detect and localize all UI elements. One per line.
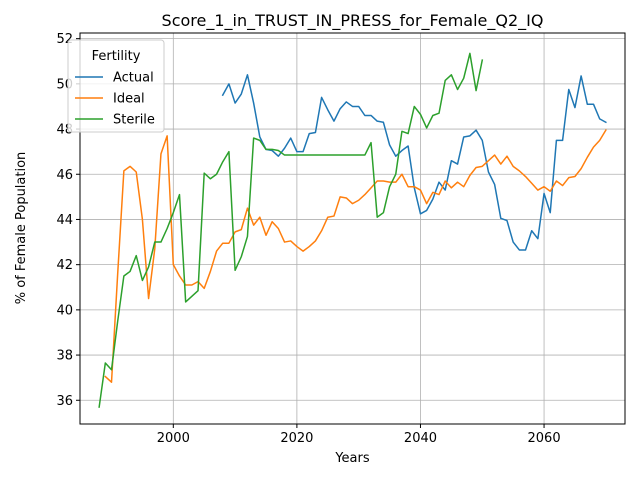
legend-label-ideal: Ideal bbox=[113, 92, 145, 107]
legend-title: Fertility bbox=[92, 49, 141, 64]
legend: Fertility Actual Ideal Sterile bbox=[67, 39, 165, 133]
y-tick-label: 46 bbox=[56, 168, 73, 183]
plot-frame bbox=[79, 32, 626, 425]
series-line-ideal bbox=[104, 129, 607, 383]
x-axis-label: Years bbox=[334, 451, 370, 466]
chart-title: Score_1_in_TRUST_IN_PRESS_for_Female_Q2_… bbox=[162, 11, 544, 31]
x-tick-label: 2000 bbox=[157, 431, 190, 446]
series-lines bbox=[98, 52, 607, 408]
series-line-sterile bbox=[98, 52, 484, 408]
legend-label-sterile: Sterile bbox=[113, 113, 155, 128]
x-tick-label: 2040 bbox=[404, 431, 437, 446]
y-tick-label: 38 bbox=[56, 349, 73, 364]
legend-label-actual: Actual bbox=[113, 71, 154, 86]
y-tick-label: 42 bbox=[56, 258, 73, 273]
y-axis-label: % of Female Population bbox=[14, 152, 29, 305]
y-tick-label: 44 bbox=[56, 213, 73, 228]
legend-entries: Actual Ideal Sterile bbox=[75, 71, 155, 128]
legend-box bbox=[67, 39, 165, 133]
series-line-actual bbox=[221, 74, 607, 251]
y-tick-label: 36 bbox=[56, 394, 73, 409]
x-tick-label: 2060 bbox=[528, 431, 561, 446]
y-tick-label: 40 bbox=[56, 303, 73, 318]
x-tick-label: 2020 bbox=[280, 431, 313, 446]
